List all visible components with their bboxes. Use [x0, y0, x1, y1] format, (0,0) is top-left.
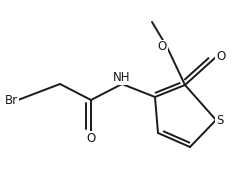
Text: O: O — [158, 40, 167, 54]
Text: NH: NH — [113, 71, 131, 84]
Text: O: O — [86, 132, 96, 145]
Text: O: O — [216, 51, 225, 64]
Text: Br: Br — [5, 93, 18, 106]
Text: S: S — [216, 114, 223, 127]
